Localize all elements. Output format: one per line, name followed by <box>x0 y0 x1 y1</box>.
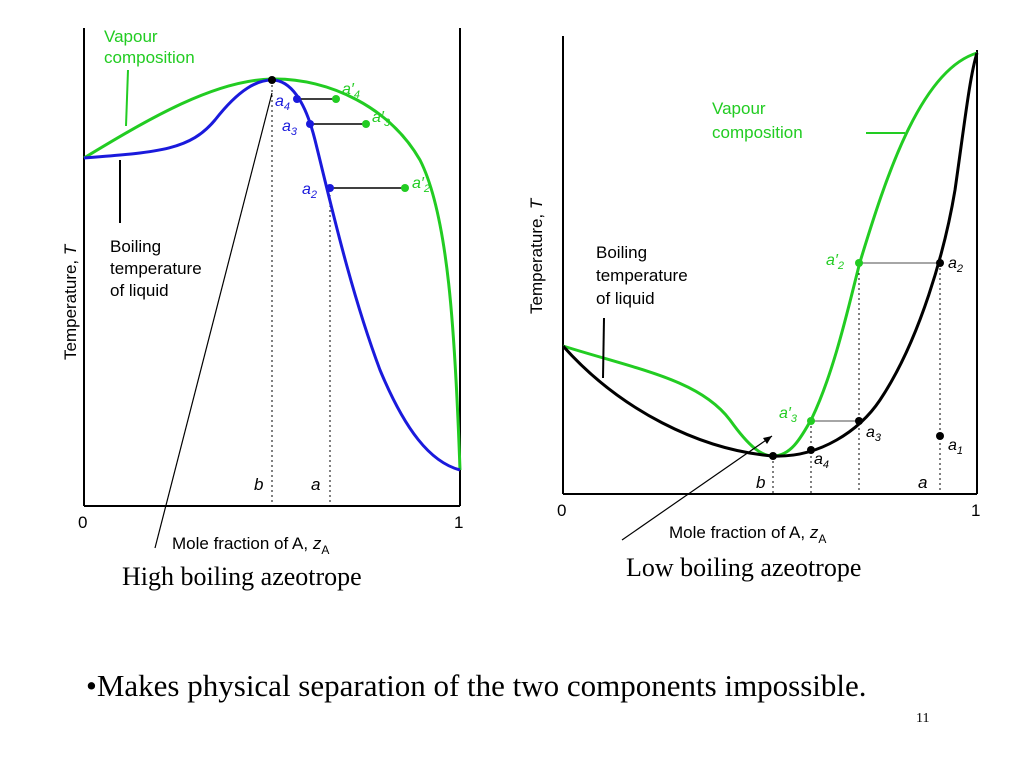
left-vapour-pointer <box>125 69 129 127</box>
right-tick-1: 1 <box>971 501 980 520</box>
right-mark-b: b <box>756 473 765 492</box>
right-caption-pointer <box>621 435 773 541</box>
left-label-a4: a4 <box>275 93 290 113</box>
right-liquid-pointer <box>602 317 605 379</box>
right-mark-a: a <box>918 473 927 492</box>
right-x-axis-label: Mole fraction of A, zA <box>669 523 826 546</box>
right-point-a4 <box>807 446 815 454</box>
left-label-a3: a3 <box>282 118 298 138</box>
right-label-a3-prime: a′3 <box>779 405 798 425</box>
left-phase-diagram: a4 a3 a2 a′4 a′3 a′2 Vapour composition … <box>61 27 463 591</box>
right-label-a4: a4 <box>814 451 829 471</box>
left-liquid-label-line2: temperature <box>110 259 202 278</box>
left-label-a4-prime: a′4 <box>342 81 360 101</box>
right-y-axis-label: Temperature, T <box>527 197 546 314</box>
left-caption-pointer <box>154 92 273 549</box>
right-tick-0: 0 <box>557 501 566 520</box>
left-liquid-label-line3: of liquid <box>110 281 169 300</box>
right-label-a2: a2 <box>948 255 963 275</box>
page-number: 11 <box>916 711 930 726</box>
left-point-a3-prime <box>362 120 370 128</box>
left-mark-b: b <box>254 475 263 494</box>
left-label-a2-prime: a′2 <box>412 175 430 195</box>
right-caption-arrowhead-icon <box>763 436 772 444</box>
right-liquid-label-line1: Boiling <box>596 243 647 262</box>
left-point-a4-prime <box>332 95 340 103</box>
right-point-a2-prime <box>855 259 863 267</box>
right-vapour-label-line2: composition <box>712 123 803 142</box>
right-vapour-label-line1: Vapour <box>712 99 766 118</box>
right-point-a3-prime <box>807 417 815 425</box>
left-vapour-curve <box>83 77 462 471</box>
right-phase-diagram: a4 a3 a2 a1 a′3 a′2 Vapour composition B… <box>527 36 980 582</box>
right-point-a2 <box>936 259 944 267</box>
left-mark-a: a <box>311 475 320 494</box>
left-caption: High boiling azeotrope <box>122 562 362 591</box>
right-liquid-label-line2: temperature <box>596 266 688 285</box>
right-liquid-curve <box>561 52 979 458</box>
left-vapour-label-line1: Vapour <box>104 27 158 46</box>
right-caption: Low boiling azeotrope <box>626 553 861 582</box>
right-point-a3 <box>855 417 863 425</box>
left-liquid-label-line1: Boiling <box>110 237 161 256</box>
bullet-text: •Makes physical separation of the two co… <box>86 668 867 703</box>
left-liquid-curve <box>83 78 461 472</box>
left-vapour-label-line2: composition <box>104 48 195 67</box>
right-liquid-label-line3: of liquid <box>596 289 655 308</box>
left-point-a2-prime <box>401 184 409 192</box>
right-label-a1: a1 <box>948 437 963 457</box>
right-point-a1 <box>936 432 944 440</box>
left-tick-0: 0 <box>78 513 87 532</box>
right-label-a2-prime: a′2 <box>826 252 844 272</box>
right-azeotrope-point <box>769 452 777 460</box>
left-y-axis-label: Temperature, T <box>61 243 80 360</box>
left-label-a2: a2 <box>302 181 317 201</box>
left-label-a3-prime: a′3 <box>372 109 391 129</box>
right-label-a3: a3 <box>866 424 882 444</box>
left-tick-1: 1 <box>454 513 463 532</box>
left-x-axis-label: Mole fraction of A, zA <box>172 534 329 557</box>
left-azeotrope-point <box>268 76 276 84</box>
left-point-a3 <box>306 120 314 128</box>
left-point-a2 <box>326 184 334 192</box>
left-point-a4 <box>293 95 301 103</box>
